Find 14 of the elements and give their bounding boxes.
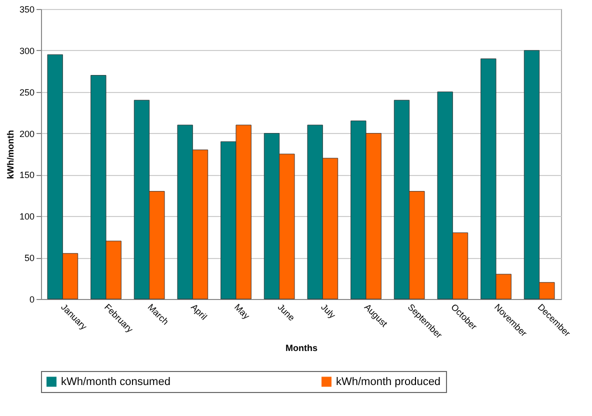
legend-label: kWh/month consumed — [61, 376, 170, 388]
legend-label: kWh/month produced — [336, 376, 441, 388]
y-axis-title: kWh/month — [5, 130, 16, 179]
y-tick-label: 100 — [19, 212, 34, 222]
x-tick-label: July — [319, 302, 338, 321]
y-tick-label: 50 — [24, 253, 34, 264]
y-tick-label: 350 — [19, 4, 34, 14]
y-tick-label: 200 — [19, 128, 34, 139]
y-tick-label: 0 — [29, 294, 34, 304]
x-axis-title: Months — [286, 343, 318, 354]
y-tick-label: 150 — [19, 170, 34, 180]
y-tick-label: 300 — [19, 46, 34, 56]
y-tick-label: 250 — [19, 87, 34, 98]
x-tick-label: April — [189, 302, 209, 322]
